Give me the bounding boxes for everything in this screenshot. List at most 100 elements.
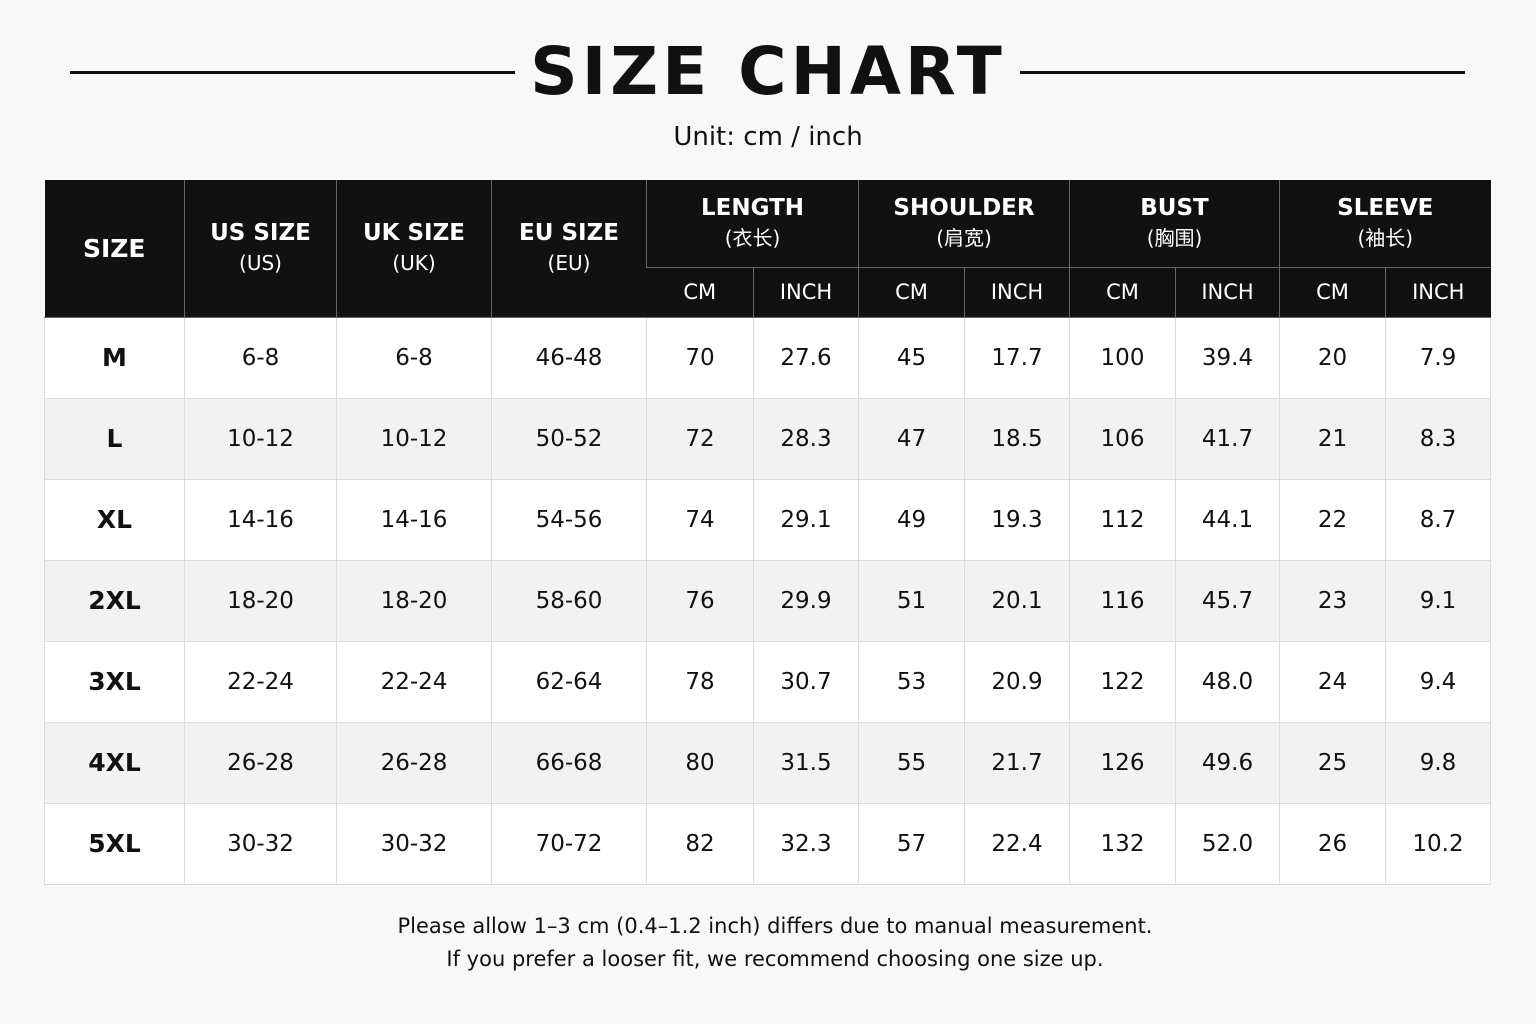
- table-cell: 8.3: [1385, 397, 1491, 480]
- table-cell: 17.7: [964, 316, 1070, 399]
- table-cell: 21: [1279, 397, 1386, 480]
- table-cell: 41.7: [1175, 397, 1280, 480]
- table-cell: 51: [858, 559, 965, 642]
- table-cell: 7.9: [1385, 316, 1491, 399]
- note: Please allow 1–3 cm (0.4–1.2 inch) diffe…: [397, 914, 1153, 938]
- table-cell: 53: [858, 640, 965, 723]
- size-cell: M: [44, 316, 185, 399]
- table-cell: 25: [1279, 721, 1386, 804]
- group-sub: (胸围): [1146, 226, 1203, 251]
- size-cell: XL: [44, 478, 185, 561]
- column-header: UK SIZE (UK): [336, 180, 492, 318]
- group-header: SHOULDER (肩宽): [858, 180, 1070, 268]
- unit-header: INCH: [1175, 267, 1280, 318]
- table-cell: 21.7: [964, 721, 1070, 804]
- table-cell: 6-8: [184, 316, 337, 399]
- table-cell: 26-28: [184, 721, 337, 804]
- table-cell: 23: [1279, 559, 1386, 642]
- unit-header: INCH: [1385, 267, 1491, 318]
- unit-header: INCH: [964, 267, 1070, 318]
- table-cell: 9.8: [1385, 721, 1491, 804]
- table-cell: 24: [1279, 640, 1386, 723]
- table-row: M 6-8 6-8 46-48 70 27.6 45 17.7 100 39.4 20 7.9: [44, 316, 1491, 399]
- table-cell: 29.9: [753, 559, 859, 642]
- table-cell: 46-48: [491, 316, 647, 399]
- table-cell: 14-16: [184, 478, 337, 561]
- table-cell: 20.1: [964, 559, 1070, 642]
- unit-header: CM: [1279, 267, 1386, 318]
- table-cell: 55: [858, 721, 965, 804]
- table-cell: 8.7: [1385, 478, 1491, 561]
- table-cell: 9.4: [1385, 640, 1491, 723]
- note: If you prefer a looser fit, we recommend…: [446, 947, 1104, 971]
- table-cell: 48.0: [1175, 640, 1280, 723]
- group-label: SHOULDER: [893, 195, 1035, 222]
- table-row: 5XL 30-32 30-32 70-72 82 32.3 57 22.4 132 52.0 26 1…: [44, 802, 1491, 885]
- group-header: SLEEVE (袖长): [1279, 180, 1491, 268]
- table-cell: 116: [1069, 559, 1176, 642]
- table-cell: 30.7: [753, 640, 859, 723]
- table-cell: 19.3: [964, 478, 1070, 561]
- group-label: LENGTH: [700, 195, 805, 222]
- table-cell: 26-28: [336, 721, 492, 804]
- table-cell: 132: [1069, 802, 1176, 885]
- table-cell: 26: [1279, 802, 1386, 885]
- table-cell: 10.2: [1385, 802, 1491, 885]
- table-cell: 6-8: [336, 316, 492, 399]
- column-label: UK SIZE: [362, 220, 466, 247]
- column-sub: (EU): [547, 251, 591, 276]
- size-cell: 5XL: [44, 802, 185, 885]
- table-row: XL 14-16 14-16 54-56 74 29.1 49 19.3 112 44.1 22 8.…: [44, 478, 1491, 561]
- group-sub: (袖长): [1357, 226, 1414, 251]
- table-cell: 58-60: [491, 559, 647, 642]
- table-cell: 72: [646, 397, 754, 480]
- title: SIZE CHART: [530, 33, 1006, 110]
- table-row: 2XL 18-20 18-20 58-60 76 29.9 51 20.1 116 45.7 23 9…: [44, 559, 1491, 642]
- table-cell: 62-64: [491, 640, 647, 723]
- table-cell: 22-24: [336, 640, 492, 723]
- group-header: BUST (胸围): [1069, 180, 1280, 268]
- group-label: BUST: [1140, 195, 1209, 222]
- table-row: 3XL 22-24 22-24 62-64 78 30.7 53 20.9 122 48.0 24 9…: [44, 640, 1491, 723]
- column-sub: (UK): [392, 251, 436, 276]
- table-cell: 18.5: [964, 397, 1070, 480]
- table-cell: 45.7: [1175, 559, 1280, 642]
- table-cell: 100: [1069, 316, 1176, 399]
- title-rule: [70, 71, 515, 74]
- column-header: SIZE: [44, 180, 185, 318]
- table-cell: 30-32: [184, 802, 337, 885]
- table-cell: 32.3: [753, 802, 859, 885]
- table-row: 4XL 26-28 26-28 66-68 80 31.5 55 21.7 126 49.6 25 9…: [44, 721, 1491, 804]
- table-cell: 20: [1279, 316, 1386, 399]
- table-cell: 28.3: [753, 397, 859, 480]
- table-cell: 122: [1069, 640, 1176, 723]
- table-cell: 57: [858, 802, 965, 885]
- table-cell: 49.6: [1175, 721, 1280, 804]
- table-cell: 52.0: [1175, 802, 1280, 885]
- table-cell: 30-32: [336, 802, 492, 885]
- header-row: SIZE US SIZE (US) UK SIZE (UK) EU SIZE (EU) LEN…: [44, 180, 1491, 318]
- table-cell: 18-20: [336, 559, 492, 642]
- table-cell: 20.9: [964, 640, 1070, 723]
- group-sub: (肩宽): [936, 226, 992, 251]
- column-sub: (US): [239, 251, 282, 276]
- table-cell: 49: [858, 478, 965, 561]
- table-cell: 44.1: [1175, 478, 1280, 561]
- table-cell: 27.6: [753, 316, 859, 399]
- table-cell: 78: [646, 640, 754, 723]
- size-cell: 4XL: [44, 721, 185, 804]
- table-cell: 22: [1279, 478, 1386, 561]
- table-cell: 66-68: [491, 721, 647, 804]
- unit-header: CM: [1069, 267, 1176, 318]
- unit-header: CM: [858, 267, 965, 318]
- table-cell: 54-56: [491, 478, 647, 561]
- unit-header: INCH: [753, 267, 859, 318]
- table-cell: 31.5: [753, 721, 859, 804]
- table-cell: 80: [646, 721, 754, 804]
- size-cell: L: [44, 397, 185, 480]
- unit-header: CM: [646, 267, 754, 318]
- table-cell: 18-20: [184, 559, 337, 642]
- table-cell: 22.4: [964, 802, 1070, 885]
- table-cell: 82: [646, 802, 754, 885]
